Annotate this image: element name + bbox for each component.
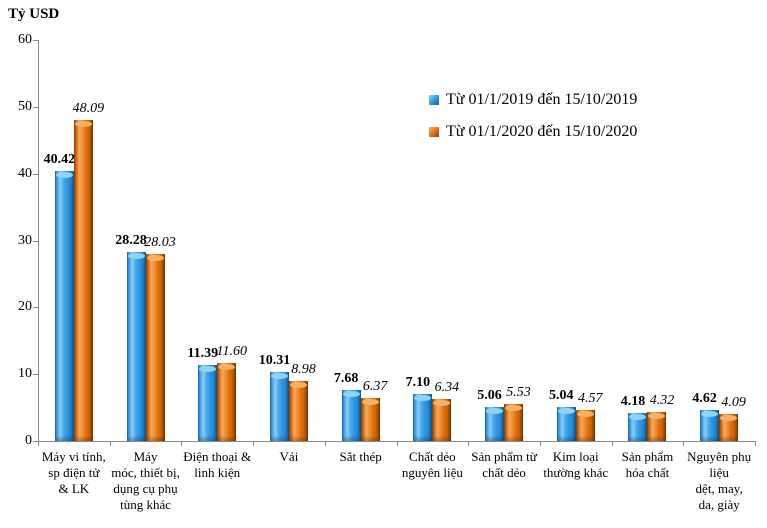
y-axis-tick bbox=[33, 307, 38, 309]
category-label: Sắt thép bbox=[339, 449, 382, 464]
bar-2020 bbox=[73, 119, 93, 441]
bar-2019 bbox=[269, 372, 289, 441]
value-label-2020: 8.98 bbox=[291, 361, 316, 377]
value-label-2020: 28.03 bbox=[144, 234, 176, 250]
value-label-2019: 28.28 bbox=[115, 232, 147, 248]
value-label-2019: 4.18 bbox=[620, 394, 646, 410]
bar-2020 bbox=[288, 380, 308, 441]
x-axis-tick bbox=[468, 441, 470, 446]
value-label-2019: 4.62 bbox=[692, 391, 717, 407]
y-axis-tick-label: 20 bbox=[18, 299, 32, 315]
bar-2020 bbox=[360, 398, 380, 441]
category-label: Chất dẻo nguyên liệu bbox=[401, 449, 463, 480]
bar-2019 bbox=[485, 407, 505, 441]
bar-2019 bbox=[126, 251, 146, 441]
y-axis-tick-label: 10 bbox=[18, 366, 32, 382]
legend-marker-2019-icon bbox=[429, 94, 439, 105]
value-label-2019: 7.10 bbox=[405, 374, 431, 390]
value-label-2020: 48.09 bbox=[72, 100, 105, 116]
value-label-2019: 5.06 bbox=[477, 388, 502, 404]
x-axis-tick bbox=[755, 441, 756, 446]
category-label: Máy móc, thiết bị, dụng cụ phụ tùng khác bbox=[111, 449, 180, 512]
bar-2020 bbox=[432, 398, 452, 441]
y-axis-tick bbox=[33, 240, 38, 242]
y-axis-tick bbox=[33, 40, 38, 41]
bar-2019 bbox=[556, 407, 576, 441]
bar-2020 bbox=[145, 253, 165, 441]
x-axis-tick bbox=[396, 441, 398, 446]
bar-2019 bbox=[198, 364, 218, 441]
legend: Từ 01/1/2019 đến 15/10/2019 Từ 01/1/2020… bbox=[429, 90, 637, 154]
y-axis-tick-label: 40 bbox=[18, 165, 32, 181]
y-axis-tick-label: 50 bbox=[18, 98, 32, 114]
value-label-2020: 4.57 bbox=[578, 391, 603, 407]
value-label-2019: 40.42 bbox=[43, 151, 76, 167]
y-axis-tick-label: 0 bbox=[25, 433, 32, 448]
bar-2020 bbox=[575, 410, 595, 441]
bar-2020 bbox=[719, 413, 739, 441]
value-label-2020: 5.53 bbox=[506, 385, 531, 401]
y-axis-tick bbox=[33, 374, 38, 376]
x-axis-tick bbox=[38, 441, 39, 446]
legend-label-2020: Từ 01/1/2020 đến 15/10/2020 bbox=[446, 122, 638, 140]
bar-2019 bbox=[54, 170, 74, 441]
x-axis-tick bbox=[253, 441, 255, 446]
category-label: Điện thoại & linh kiện bbox=[183, 449, 252, 480]
category-label: Vải bbox=[279, 449, 299, 464]
bar-2019 bbox=[413, 393, 433, 441]
category-label: Nguyên phụ liệu dệt, may, da, giày bbox=[687, 449, 752, 512]
y-axis-line bbox=[38, 40, 39, 441]
y-axis-tick bbox=[33, 106, 38, 108]
legend-marker-2020-icon bbox=[429, 126, 439, 137]
bar-2020 bbox=[217, 363, 237, 441]
category-label: Sản phẩm từ chất dẻo bbox=[471, 449, 537, 480]
y-axis-tick bbox=[33, 441, 38, 442]
x-axis-tick bbox=[539, 441, 541, 446]
y-axis-title: Tỷ USD bbox=[8, 6, 60, 22]
value-label-2019: 11.39 bbox=[187, 345, 219, 361]
bar-2019 bbox=[700, 410, 720, 441]
value-label-2019: 7.68 bbox=[333, 370, 359, 386]
value-label-2019: 10.31 bbox=[258, 353, 291, 369]
legend-item-2020: Từ 01/1/2020 đến 15/10/2020 bbox=[429, 122, 637, 141]
legend-item-2019: Từ 01/1/2019 đến 15/10/2019 bbox=[429, 90, 637, 109]
bar-2019 bbox=[341, 389, 361, 441]
value-label-2020: 11.60 bbox=[216, 344, 247, 360]
y-axis-tick bbox=[33, 173, 38, 175]
bar-2019 bbox=[628, 413, 648, 441]
y-axis-tick-label: 30 bbox=[18, 232, 32, 248]
value-label-2020: 4.09 bbox=[721, 394, 746, 410]
value-label-2020: 6.34 bbox=[434, 379, 460, 395]
bar-2020 bbox=[504, 404, 524, 441]
category-label: Máy vi tính, sp điện tử & LK bbox=[41, 449, 106, 496]
x-axis-tick bbox=[324, 441, 326, 446]
value-label-2020: 6.37 bbox=[362, 379, 388, 395]
value-label-2019: 5.04 bbox=[549, 388, 574, 404]
x-axis-tick bbox=[683, 441, 685, 446]
x-axis-tick bbox=[109, 441, 111, 446]
bar-2020 bbox=[647, 412, 667, 441]
value-label-2020: 4.32 bbox=[649, 393, 675, 409]
legend-label-2019: Từ 01/1/2019 đến 15/10/2019 bbox=[446, 90, 638, 108]
x-axis-tick bbox=[611, 441, 613, 446]
x-axis-tick bbox=[181, 441, 183, 446]
y-axis-tick-label: 60 bbox=[18, 32, 32, 47]
category-label: Kim loại thường khác bbox=[543, 449, 609, 480]
category-label: Sản phẩm hóa chất bbox=[621, 449, 674, 480]
